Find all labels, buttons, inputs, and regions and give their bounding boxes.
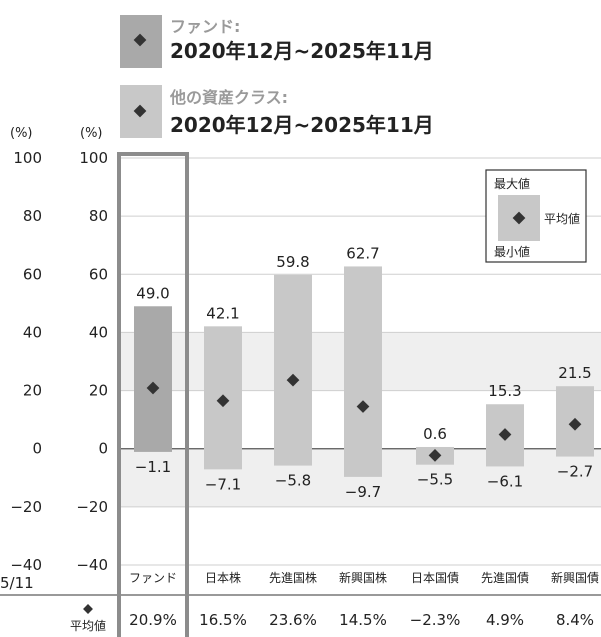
axis-unit: (%) bbox=[80, 126, 103, 141]
category-label: 新興国債 bbox=[551, 570, 599, 585]
bars: 49.0 −1.1 42.1 −7.1 59.8 −5.8 62.7 −9.7 0.6 −5.5 1… bbox=[134, 244, 594, 501]
left-tick-label: −40 bbox=[10, 556, 42, 574]
left-tick-label: 40 bbox=[23, 323, 42, 341]
min-value-label: −5.8 bbox=[275, 472, 311, 490]
category-label: 日本株 bbox=[205, 570, 241, 585]
min-value-label: −1.1 bbox=[135, 458, 171, 476]
max-value-label: 21.5 bbox=[558, 364, 591, 382]
min-value-label: −6.1 bbox=[487, 472, 523, 490]
range-legend-min-label: 最小値 bbox=[494, 244, 530, 259]
min-value-label: −9.7 bbox=[345, 483, 381, 501]
fund-highlight-frame bbox=[117, 152, 189, 637]
left-tick-label: 20 bbox=[23, 382, 42, 400]
max-value-label: 42.1 bbox=[206, 304, 239, 322]
min-value-label: −2.7 bbox=[557, 463, 593, 481]
avg-row-marker-icon bbox=[83, 604, 93, 614]
tick-label: −40 bbox=[76, 556, 108, 574]
legend-fund-period: 2020年12月~2025年11月 bbox=[170, 39, 434, 63]
average-value: 8.4% bbox=[556, 611, 594, 629]
max-value-label: 15.3 bbox=[488, 382, 521, 400]
average-marker bbox=[356, 400, 370, 413]
legend-other-period: 2020年12月~2025年11月 bbox=[170, 113, 434, 137]
average-value: 14.5% bbox=[339, 611, 387, 629]
legend-fund-marker-icon bbox=[133, 33, 147, 47]
legend: ファンド: 2020年12月~2025年11月 他の資産クラス: 2020年12… bbox=[120, 15, 434, 138]
category-label: 日本国債 bbox=[411, 570, 459, 585]
range-bar bbox=[134, 306, 172, 452]
average-value: 4.9% bbox=[486, 611, 524, 629]
avg-row-label: 平均値 bbox=[70, 618, 106, 633]
left-tick-label: 80 bbox=[23, 207, 42, 225]
min-value-label: −7.1 bbox=[205, 475, 241, 493]
category-label: 新興国株 bbox=[339, 570, 387, 585]
left-axis-unit: (%) bbox=[10, 126, 33, 141]
range-bar bbox=[274, 274, 312, 466]
average-marker bbox=[146, 381, 160, 395]
legend-other-marker-icon bbox=[133, 104, 147, 118]
average-marker bbox=[286, 373, 300, 387]
average-value: −2.3% bbox=[410, 611, 461, 629]
range-legend-box: 最大値 平均値 最小値 bbox=[485, 169, 587, 263]
average-row: 20.9% 16.5% 23.6% 14.5% −2.3% 4.9% 8.4% bbox=[129, 611, 594, 629]
left-tick-label: −20 bbox=[10, 498, 42, 516]
average-marker bbox=[428, 449, 442, 462]
category-label: 先進国債 bbox=[481, 570, 529, 585]
left-tick-label: 100 bbox=[13, 149, 42, 167]
tick-label: 20 bbox=[89, 382, 108, 400]
category-label: ファンド bbox=[129, 571, 177, 585]
left-tick-label: 60 bbox=[23, 265, 42, 283]
left-axis-ticks: 100 80 60 40 20 0 −20 −40 bbox=[10, 149, 42, 574]
average-value: 20.9% bbox=[129, 611, 177, 629]
max-value-label: 0.6 bbox=[423, 425, 447, 443]
range-bar bbox=[344, 266, 382, 477]
max-value-label: 59.8 bbox=[276, 253, 309, 271]
average-value: 16.5% bbox=[199, 611, 247, 629]
tick-label: 40 bbox=[89, 323, 108, 341]
tick-label: 60 bbox=[89, 265, 108, 283]
left-axis-bottom-label: 5/11 bbox=[0, 574, 34, 592]
average-value: 23.6% bbox=[269, 611, 317, 629]
tick-label: −20 bbox=[76, 498, 108, 516]
range-legend-max-label: 最大値 bbox=[494, 176, 530, 191]
tick-label: 0 bbox=[98, 440, 108, 458]
min-value-label: −5.5 bbox=[417, 471, 453, 489]
left-tick-label: 0 bbox=[32, 440, 42, 458]
category-labels: ファンド 日本株 先進国株 新興国株 日本国債 先進国債 新興国債 bbox=[129, 570, 599, 585]
legend-other-label: 他の資産クラス: bbox=[169, 88, 288, 107]
range-legend-avg-label: 平均値 bbox=[544, 211, 580, 226]
category-label: 先進国株 bbox=[269, 570, 317, 585]
legend-fund-label: ファンド: bbox=[170, 17, 240, 36]
tick-label: 100 bbox=[79, 149, 108, 167]
average-marker bbox=[216, 394, 230, 408]
max-value-label: 49.0 bbox=[136, 284, 169, 302]
max-value-label: 62.7 bbox=[346, 244, 379, 262]
average-marker bbox=[498, 428, 512, 441]
axis-ticks: 100 80 60 40 20 0 −20 −40 bbox=[76, 149, 108, 574]
tick-label: 80 bbox=[89, 207, 108, 225]
